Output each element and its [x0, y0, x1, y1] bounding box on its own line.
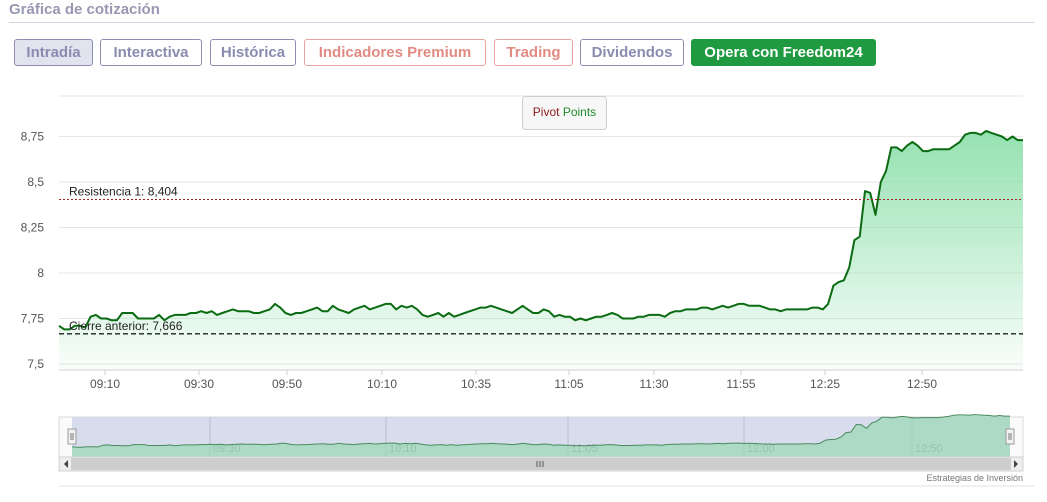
x-tick-label: 11:05	[554, 377, 583, 391]
pivot-points-label[interactable]: Pivot Points	[533, 105, 596, 119]
x-tick-label: 12:25	[810, 377, 840, 391]
y-tick-label: 7,75	[21, 312, 45, 326]
pivot-word: Pivot	[533, 105, 560, 119]
navigator-left-handle[interactable]	[67, 428, 77, 445]
x-tick-label: 11:30	[639, 377, 668, 391]
y-tick-label: 8	[37, 266, 44, 280]
x-tick-label: 11:55	[726, 377, 755, 391]
page-title: Gráfica de cotización	[9, 1, 160, 18]
tab-dividendos[interactable]: Dividendos	[580, 39, 684, 66]
price-area	[59, 131, 1023, 370]
pivot-points-button[interactable]: Pivot Points	[522, 96, 607, 130]
chart-credit[interactable]: Estrategias de Inversión	[926, 473, 1023, 483]
price-line	[58, 130, 1023, 331]
resistance-label: Resistencia 1: 8,404	[69, 184, 178, 198]
handle-box[interactable]	[1005, 428, 1015, 445]
tab-histórica[interactable]: Histórica	[210, 39, 296, 66]
navigator-area	[72, 414, 1010, 457]
x-tick-label: 09:50	[272, 377, 302, 391]
tab-opera-con-freedom24[interactable]: Opera con Freedom24	[691, 39, 876, 66]
x-tick-label: 10:35	[461, 377, 491, 391]
x-tick-label: 09:10	[90, 377, 120, 391]
previous-close-label: Cierre anterior: 7,666	[69, 319, 183, 333]
x-tick-label: 12:50	[907, 377, 937, 391]
title-divider	[9, 22, 1034, 23]
tab-indicadores-premium[interactable]: Indicadores Premium	[304, 39, 486, 66]
scroll-right-arrow-icon[interactable]	[1014, 460, 1018, 468]
scroll-left-arrow-icon[interactable]	[64, 460, 68, 468]
y-tick-label: 8,75	[21, 130, 45, 144]
scrollbar-thumb[interactable]	[71, 458, 1011, 470]
pivot-points-button-bg[interactable]	[522, 96, 607, 130]
tab-intradía[interactable]: Intradía	[14, 39, 93, 66]
y-tick-label: 8,25	[21, 221, 45, 235]
x-tick-label: 10:10	[367, 377, 397, 391]
y-tick-label: 7,5	[27, 357, 44, 371]
navigator-right-handle[interactable]	[1005, 428, 1015, 445]
tab-interactiva[interactable]: Interactiva	[100, 39, 202, 66]
y-tick-label: 8,5	[27, 175, 44, 189]
tab-trading[interactable]: Trading	[494, 39, 573, 66]
handle-box[interactable]	[67, 428, 77, 445]
points-word: Points	[563, 105, 596, 119]
navigator-line	[71, 414, 1010, 448]
x-tick-label: 09:30	[184, 377, 214, 391]
